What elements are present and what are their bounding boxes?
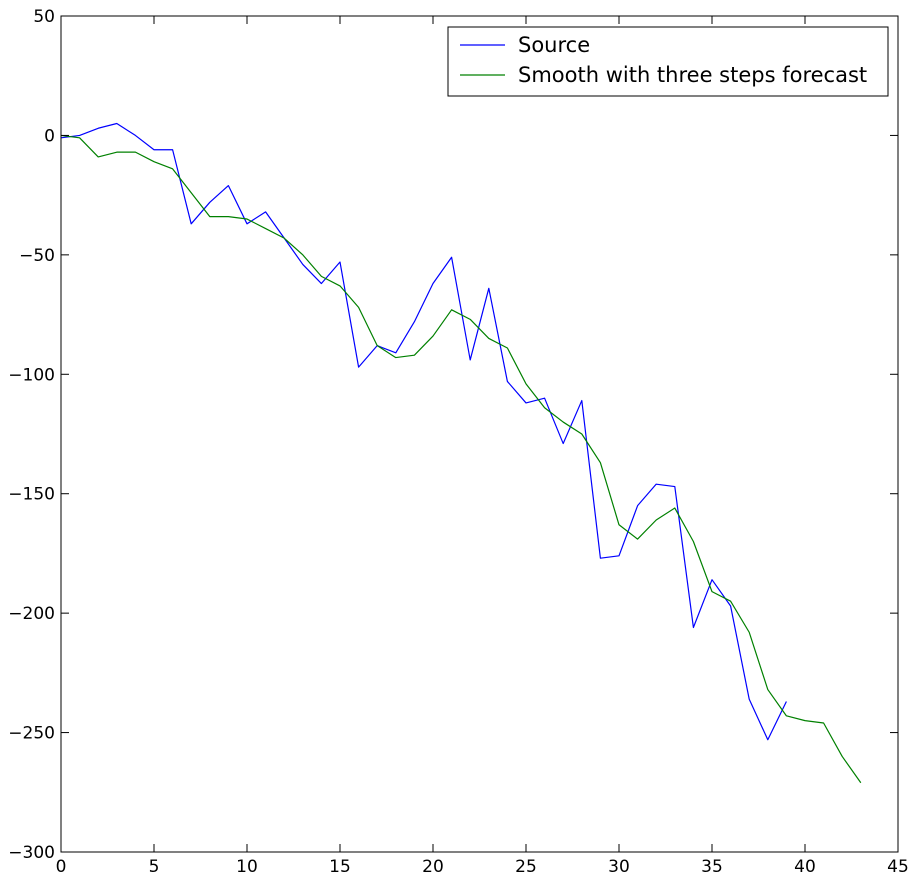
y-axis: 50 0 −50 −100 −150 −200 −250 −300 [8,7,55,863]
x-tick-label: 15 [329,857,351,877]
y-tick-label: 50 [33,7,55,27]
y-tick-label: 0 [44,126,55,146]
x-tick-label: 25 [515,857,537,877]
x-tick-label: 0 [56,857,67,877]
y-tick-label: −50 [19,246,55,266]
x-tick-label: 30 [608,857,630,877]
legend: Source Smooth with three steps forecast [447,26,889,97]
legend-box [447,26,889,97]
y-tick-label: −150 [8,485,55,505]
y-tick-label: −250 [8,724,55,744]
legend-label: Source [518,33,590,57]
series-line-smooth [60,134,862,784]
plot-frame [60,15,899,853]
axis-ticks [60,15,899,853]
y-tick-label: −300 [8,843,55,863]
x-tick-label: 5 [149,857,160,877]
x-tick-label: 40 [794,857,816,877]
series-layer [60,122,862,784]
y-tick-label: −200 [8,604,55,624]
x-tick-label: 35 [701,857,723,877]
x-tick-label: 10 [236,857,258,877]
legend-label: Smooth with three steps forecast [518,63,867,87]
x-tick-label: 20 [422,857,444,877]
x-tick-label: 45 [887,857,909,877]
series-line-source [60,122,787,741]
x-axis: 0 5 10 15 20 25 30 35 40 45 [56,857,909,877]
y-tick-label: −100 [8,365,55,385]
